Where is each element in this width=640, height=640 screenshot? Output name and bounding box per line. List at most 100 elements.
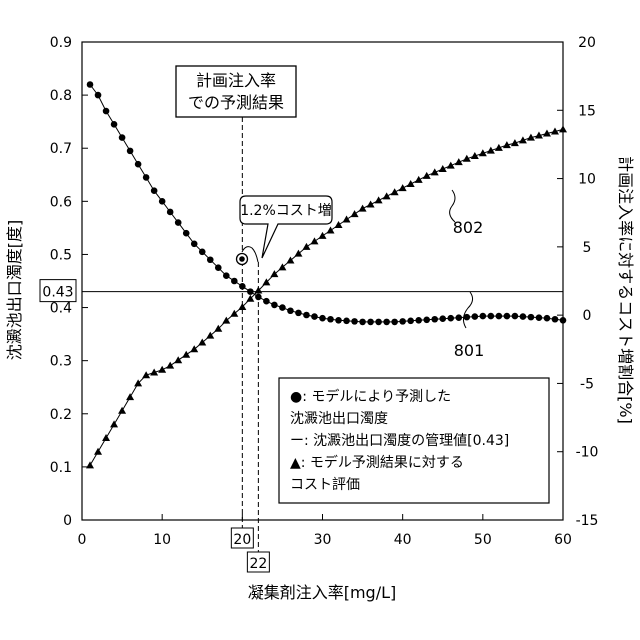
series-802-point	[439, 165, 447, 172]
plan-annotation-line-1: 計画注入率	[196, 71, 276, 90]
series-802-point	[407, 180, 415, 187]
x-tick-label: 10	[153, 532, 171, 548]
series-802-point	[431, 168, 439, 175]
series-801-point	[488, 313, 495, 320]
series-801-point	[335, 317, 342, 324]
series-801-point	[407, 318, 414, 325]
series-801-point	[552, 316, 559, 323]
series-801-point	[544, 315, 551, 322]
y-left-tick-label: 0.8	[50, 88, 72, 104]
y-right-axis-label: 計画注入率に対するコスト増割合[%]	[616, 156, 635, 424]
series-801-point	[343, 318, 350, 325]
series-802-label: 802	[453, 218, 484, 237]
series-801-point	[239, 283, 246, 290]
series-801-point	[199, 248, 206, 255]
series-802-point	[182, 351, 190, 358]
series-801-point	[311, 313, 318, 320]
series-801-point	[255, 294, 262, 301]
plan-point-dot	[239, 256, 245, 262]
series-801-point	[319, 315, 326, 322]
series-801-point	[119, 134, 126, 141]
series-802-point	[335, 221, 343, 228]
series-801-point	[391, 319, 398, 326]
series-801-point	[111, 121, 118, 128]
series-801-point	[95, 92, 102, 99]
series-801-point	[159, 198, 166, 205]
y-right-tick-label: 5	[583, 240, 592, 256]
series-802-point	[383, 192, 391, 199]
series-801-point	[415, 317, 422, 324]
series-802-point	[455, 158, 463, 165]
series-801-point	[359, 319, 366, 326]
y-right-tick-label: 15	[578, 103, 596, 119]
series-801-point	[207, 256, 214, 263]
series-801-point	[287, 307, 294, 314]
series-802-point	[94, 448, 102, 455]
series-801-point	[536, 314, 543, 321]
legend-line-1: ●: モデルにより予測した	[290, 388, 451, 405]
series-802-point	[399, 184, 407, 191]
series-802-point	[174, 356, 182, 363]
series-802-point	[391, 188, 399, 195]
y-right-tick-label: -5	[580, 376, 594, 392]
series-801-point	[431, 316, 438, 323]
x-tick-label: 60	[554, 532, 572, 548]
y-left-axis-label: 沈澱池出口濁度[度]	[5, 220, 24, 361]
y-left-tick-label: 0.3	[50, 354, 72, 370]
series-802-point	[367, 201, 375, 208]
series-801-point	[143, 174, 150, 181]
y-right-tick-label: 20	[578, 35, 596, 51]
y-right-tick-label: 10	[578, 172, 596, 188]
y-left-tick-label: 0.5	[50, 247, 72, 263]
series-802-point	[415, 176, 423, 183]
y-left-tick-label: 0	[63, 513, 72, 529]
series-802-point	[319, 232, 327, 239]
x-tick-label: 0	[78, 532, 87, 548]
y-right-tick-label: -10	[576, 445, 599, 461]
series-802-point	[166, 362, 174, 369]
series-802-point	[310, 237, 318, 244]
series-801-point	[399, 318, 406, 325]
series-802-point	[351, 210, 359, 217]
series-801-point	[223, 272, 230, 279]
series-802-point	[118, 407, 126, 414]
series-801-point	[439, 315, 446, 322]
series-801-point	[504, 313, 511, 320]
series-801-point	[512, 313, 519, 320]
series-801-point	[303, 312, 310, 319]
y-right-tick-label: -15	[576, 513, 599, 529]
series-801-point	[175, 219, 182, 226]
series-801-point	[351, 318, 358, 325]
series-802-point	[158, 366, 166, 373]
legend-line-4: ▲: モデル予測結果に対する	[290, 454, 464, 471]
series-801-point	[528, 314, 535, 321]
series-802-point	[302, 243, 310, 250]
series-801-point	[447, 315, 454, 322]
x-axis-ticks: 01030405060	[78, 514, 572, 548]
legend-line-3: ー: 沈澱池出口濁度の管理値[0.43]	[290, 433, 509, 449]
reference-value-label: 0.43	[42, 285, 73, 301]
marker-label-20: 20	[233, 532, 251, 548]
x-tick-label: 50	[474, 532, 492, 548]
series-802-point	[126, 393, 134, 400]
series-801-point	[480, 313, 487, 320]
series-802-point	[110, 420, 118, 427]
y-left-tick-label: 0.7	[50, 141, 72, 157]
series-801-point	[247, 288, 254, 295]
series-801-point	[279, 304, 286, 311]
series-801-point	[135, 161, 142, 168]
series-801-point	[327, 316, 334, 323]
series-801-point	[167, 209, 174, 216]
series-801-point	[127, 148, 134, 155]
series-802-point	[343, 216, 351, 223]
y-left-tick-label: 0.2	[50, 407, 72, 423]
series-802-point	[447, 162, 455, 169]
series-801-point	[183, 230, 190, 237]
series-801-point	[191, 241, 198, 248]
marker-label-22: 22	[249, 556, 267, 572]
series-801-label: 801	[454, 341, 485, 360]
series-801-point	[423, 316, 430, 323]
series-801-point	[455, 314, 462, 321]
legend-line-2: 沈澱池出口濁度	[290, 411, 388, 427]
